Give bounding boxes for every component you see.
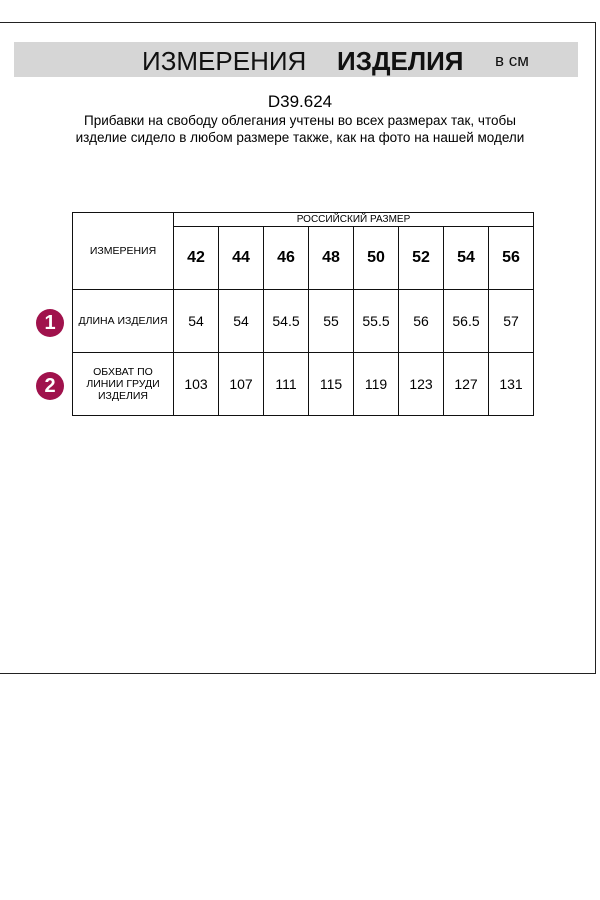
row-label: ДЛИНА ИЗДЕЛИЯ: [72, 289, 174, 353]
value-cell: 55.5: [353, 289, 399, 353]
value-cell: 56.5: [443, 289, 489, 353]
size-table: ИЗМЕРЕНИЯ РОССИЙСКИЙ РАЗМЕР 42 44 46 48 50 52…: [72, 212, 534, 416]
value-cell: 107: [218, 352, 264, 416]
value-cell: 127: [443, 352, 489, 416]
value-cell: 123: [398, 352, 444, 416]
table-row: ДЛИНА ИЗДЕЛИЯ 54 54 54.5 55 55.5 56 56.5 57: [72, 289, 534, 353]
size-cell: 54: [443, 226, 489, 290]
value-cell: 57: [488, 289, 534, 353]
sizes-row: 42 44 46 48 50 52 54 56: [73, 226, 534, 290]
fit-note: Прибавки на свободу облегания учтены во …: [75, 113, 525, 145]
badge-1: 1: [36, 309, 64, 337]
value-cell: 54: [218, 289, 264, 353]
group-header: РОССИЙСКИЙ РАЗМЕР: [173, 212, 534, 227]
page-frame: [0, 22, 596, 674]
size-cell: 46: [263, 226, 309, 290]
value-cell: 54.5: [263, 289, 309, 353]
size-cell: 50: [353, 226, 399, 290]
value-cell: 115: [308, 352, 354, 416]
value-cell: 103: [173, 352, 219, 416]
title-unit: в см: [495, 51, 529, 70]
size-cell: 42: [173, 226, 219, 290]
title-band: ИЗМЕРЕНИЯ ИЗДЕЛИЯ в см: [14, 42, 578, 77]
value-cell: 131: [488, 352, 534, 416]
badge-2: 2: [36, 372, 64, 400]
size-cell: 44: [218, 226, 264, 290]
value-cell: 56: [398, 289, 444, 353]
value-cell: 55: [308, 289, 354, 353]
product-code: D39.624: [267, 92, 333, 111]
corner-label: ИЗМЕРЕНИЯ: [72, 212, 174, 290]
title-regular: ИЗМЕРЕНИЯ: [142, 46, 307, 76]
value-cell: 54: [173, 289, 219, 353]
row-label: ОБХВАТ ПО ЛИНИИ ГРУДИ ИЗДЕЛИЯ: [72, 352, 174, 416]
size-cell: 52: [398, 226, 444, 290]
value-cell: 111: [263, 352, 309, 416]
value-cell: 119: [353, 352, 399, 416]
size-cell: 56: [488, 226, 534, 290]
table-header-row: ИЗМЕРЕНИЯ РОССИЙСКИЙ РАЗМЕР: [72, 212, 534, 290]
table-row: ОБХВАТ ПО ЛИНИИ ГРУДИ ИЗДЕЛИЯ 103 107 111 1…: [72, 352, 534, 416]
size-cell: 48: [308, 226, 354, 290]
title-bold: ИЗДЕЛИЯ: [337, 46, 464, 76]
